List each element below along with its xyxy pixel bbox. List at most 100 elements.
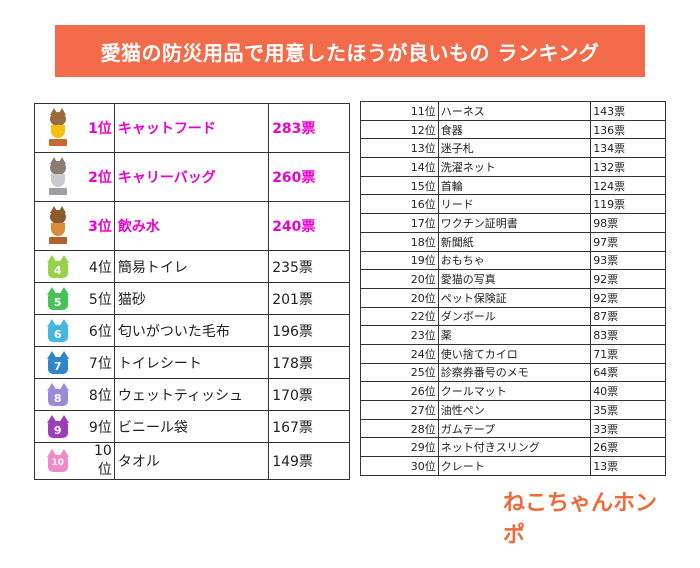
brand-logo: ねこちゃんホンポ [503, 491, 658, 548]
rank-cell: 8位 [80, 378, 115, 411]
table-row: 29位 ネット付きスリング 26票 [360, 437, 666, 458]
icon-cell: 7 [34, 346, 81, 379]
rank-cell: 1位 [80, 103, 115, 153]
table-row: 20位 愛猫の写真 92票 [360, 269, 666, 289]
rank-cell: 23位 [360, 325, 439, 345]
table-row: 15位 首輪 124票 [360, 175, 666, 196]
item-name-cell: 猫砂 [113, 282, 270, 315]
votes-cell: 283票 [268, 103, 350, 153]
item-name-cell: 食器 [437, 119, 592, 140]
cat-badge-7-icon: 7 [46, 350, 70, 375]
cat-badge-8-icon: 8 [46, 382, 70, 407]
rank-cell: 11位 [360, 101, 439, 121]
rank-cell: 30位 [360, 456, 439, 476]
table-row: 8 8位 ウェットティッシュ 170票 [34, 378, 350, 411]
rank-cell: 9位 [80, 410, 115, 443]
cat-badge-4-icon: 4 [46, 254, 70, 279]
rank-cell: 24位 [360, 343, 439, 364]
page-title: 愛猫の防災用品で用意したほうが良いもの ランキング [55, 25, 645, 77]
votes-cell: 201票 [268, 282, 350, 315]
item-name-cell: ペット保険証 [437, 287, 592, 308]
item-name-cell: 薬 [437, 325, 592, 345]
item-name-cell: 簡易トイレ [113, 250, 270, 283]
table-row: 20位 ペット保険証 92票 [360, 287, 666, 308]
table-row: 10 10位 タオル 149票 [34, 442, 350, 480]
votes-cell: 93票 [590, 250, 666, 271]
rank-cell: 28位 [360, 418, 439, 439]
rank-cell: 5位 [80, 282, 115, 315]
votes-cell: 40票 [590, 381, 666, 401]
table-row: 12位 食器 136票 [360, 119, 666, 140]
table-row: 26位 クールマット 40票 [360, 381, 666, 401]
cat-badge-9-icon: 9 [46, 414, 70, 439]
item-name-cell: 首輪 [437, 175, 592, 196]
votes-cell: 71票 [590, 343, 666, 364]
item-name-cell: 診察券番号のメモ [437, 362, 592, 383]
item-name-cell: 使い捨てカイロ [437, 343, 592, 364]
icon-cell: 8 [34, 378, 81, 411]
rank-cell: 6位 [80, 314, 115, 347]
icon-cell: 10 [34, 442, 81, 480]
table-row: 9 9位 ビニール袋 167票 [34, 410, 350, 443]
item-name-cell: 匂いがついた毛布 [113, 314, 270, 347]
icon-cell [34, 103, 81, 153]
bronze-trophy-cat-icon [45, 206, 71, 246]
votes-cell: 136票 [590, 119, 666, 140]
votes-cell: 26票 [590, 437, 666, 458]
item-name-cell: 洗濯ネット [437, 157, 592, 177]
cat-badge-10-icon: 10 [46, 449, 70, 473]
icon-cell [34, 201, 81, 251]
ranking-table-top10: 1位 キャットフード 283票 2位 キャリーバッグ 260票 [34, 103, 350, 480]
item-name-cell: 飲み水 [113, 201, 270, 251]
rank-cell: 17位 [360, 213, 439, 233]
rank-cell: 26位 [360, 381, 439, 401]
rank-cell: 15位 [360, 175, 439, 196]
votes-cell: 260票 [268, 152, 350, 202]
table-row: 24位 使い捨てカイロ 71票 [360, 343, 666, 364]
item-name-cell: トイレシート [113, 346, 270, 379]
votes-cell: 170票 [268, 378, 350, 411]
icon-cell: 6 [34, 314, 81, 347]
rank-cell: 29位 [360, 437, 439, 458]
rank-cell: 3位 [80, 201, 115, 251]
votes-cell: 240票 [268, 201, 350, 251]
votes-cell: 124票 [590, 175, 666, 196]
votes-cell: 87票 [590, 306, 666, 327]
table-row: 1位 キャットフード 283票 [34, 103, 350, 153]
votes-cell: 143票 [590, 101, 666, 121]
item-name-cell: ネット付きスリング [437, 437, 592, 458]
rank-cell: 13位 [360, 138, 439, 159]
votes-cell: 196票 [268, 314, 350, 347]
silver-trophy-cat-icon [45, 157, 71, 197]
icon-cell: 9 [34, 410, 81, 443]
item-name-cell: おもちゃ [437, 250, 592, 271]
votes-cell: 64票 [590, 362, 666, 383]
rank-cell: 2位 [80, 152, 115, 202]
table-row: 5 5位 猫砂 201票 [34, 282, 350, 315]
item-name-cell: 迷子札 [437, 138, 592, 159]
rank-cell: 4位 [80, 250, 115, 283]
icon-cell [34, 152, 81, 202]
votes-cell: 235票 [268, 250, 350, 283]
table-row: 16位 リード 119票 [360, 194, 666, 215]
votes-cell: 149票 [268, 442, 350, 480]
votes-cell: 92票 [590, 287, 666, 308]
table-row: 11位 ハーネス 143票 [360, 101, 666, 121]
votes-cell: 35票 [590, 400, 666, 420]
cat-badge-5-icon: 5 [46, 286, 70, 311]
item-name-cell: 新聞紙 [437, 231, 592, 252]
table-row: 27位 油性ペン 35票 [360, 400, 666, 420]
item-name-cell: キャリーバッグ [113, 152, 270, 202]
table-row: 17位 ワクチン証明書 98票 [360, 213, 666, 233]
table-row: 2位 キャリーバッグ 260票 [34, 152, 350, 202]
rank-cell: 25位 [360, 362, 439, 383]
ranking-table-11-30: 11位 ハーネス 143票 12位 食器 136票 13位 迷子札 134票 14位 洗濯ネッ… [360, 101, 666, 476]
icon-cell: 4 [34, 250, 81, 283]
table-row: 7 7位 トイレシート 178票 [34, 346, 350, 379]
votes-cell: 167票 [268, 410, 350, 443]
item-name-cell: ビニール袋 [113, 410, 270, 443]
item-name-cell: ダンボール [437, 306, 592, 327]
table-row: 18位 新聞紙 97票 [360, 231, 666, 252]
rank-cell: 18位 [360, 231, 439, 252]
table-row: 23位薬 83票 [360, 325, 666, 345]
